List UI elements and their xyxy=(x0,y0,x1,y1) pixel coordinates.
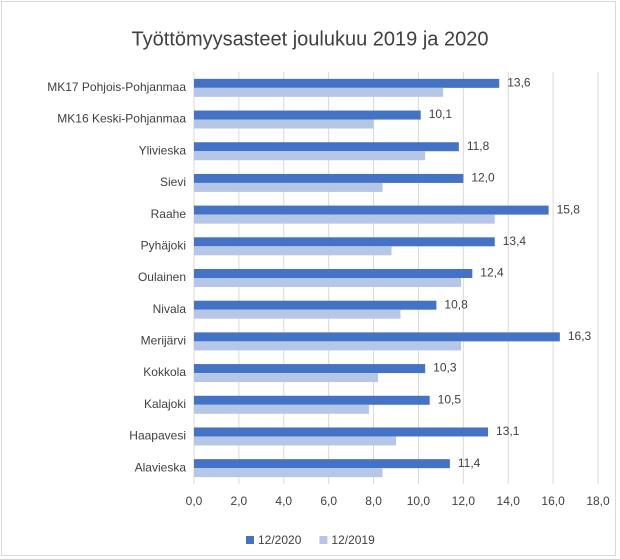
bar xyxy=(194,459,450,469)
bar xyxy=(194,110,421,120)
data-label: 13,1 xyxy=(496,424,520,438)
bar xyxy=(194,119,374,129)
data-label: 12,0 xyxy=(471,171,495,185)
y-tick-label: Pyhäjoki xyxy=(141,238,186,252)
bar xyxy=(194,246,392,256)
bar xyxy=(194,300,437,310)
bar xyxy=(194,373,379,383)
data-label: 13,4 xyxy=(503,234,527,248)
bar xyxy=(194,341,462,351)
bar xyxy=(194,173,464,183)
y-tick-label: MK17 Pohjois-Pohjanmaa xyxy=(47,80,186,94)
legend-swatch xyxy=(246,536,254,544)
bar xyxy=(194,468,383,478)
bar xyxy=(194,78,500,88)
data-label: 11,8 xyxy=(467,139,490,153)
data-label: 13,6 xyxy=(507,76,531,90)
legend-label: 12/2020 xyxy=(258,533,302,547)
bar xyxy=(194,87,444,97)
legend-label: 12/2019 xyxy=(331,533,375,547)
bar xyxy=(194,364,426,374)
y-tick-label: Merijärvi xyxy=(141,334,186,348)
y-tick-label: Oulainen xyxy=(138,270,186,284)
data-label: 10,3 xyxy=(433,361,457,375)
bar xyxy=(194,205,549,215)
data-label: 10,8 xyxy=(444,297,468,311)
x-tick-label: 16,0 xyxy=(541,494,565,508)
bar xyxy=(194,427,489,437)
x-tick-label: 0,0 xyxy=(186,494,203,508)
x-tick-label: 6,0 xyxy=(320,494,337,508)
y-tick-label: Ylivieska xyxy=(139,143,187,157)
bar xyxy=(194,151,426,161)
data-label: 15,8 xyxy=(557,202,581,216)
data-label: 11,4 xyxy=(458,456,481,470)
x-tick-label: 2,0 xyxy=(231,494,248,508)
y-tick-label: MK16 Keski-Pohjanmaa xyxy=(57,112,186,126)
data-label: 12,4 xyxy=(480,266,504,280)
bar xyxy=(194,332,560,342)
bar xyxy=(194,182,383,192)
y-tick-label: Nivala xyxy=(153,302,187,316)
bar xyxy=(194,278,462,287)
x-tick-label: 18,0 xyxy=(586,494,610,508)
y-tick-label: Haapavesi xyxy=(129,429,186,443)
data-label: 16,3 xyxy=(568,329,592,343)
bar xyxy=(194,404,370,414)
y-tick-label: Kokkola xyxy=(143,365,186,379)
x-tick-label: 12,0 xyxy=(452,494,476,508)
x-tick-label: 14,0 xyxy=(497,494,521,508)
bar xyxy=(194,309,401,319)
chart-title: Työttömyysasteet joulukuu 2019 ja 2020 xyxy=(132,28,489,50)
y-tick-label: Raahe xyxy=(151,207,187,221)
y-tick-label: Alavieska xyxy=(135,460,187,474)
x-tick-label: 8,0 xyxy=(365,494,382,508)
bar xyxy=(194,237,495,247)
x-tick-label: 4,0 xyxy=(275,494,292,508)
data-label: 10,5 xyxy=(438,392,462,406)
bar xyxy=(194,436,396,446)
legend-swatch xyxy=(319,536,328,544)
bar xyxy=(194,395,430,405)
y-tick-label: Kalajoki xyxy=(144,397,186,411)
x-tick-label: 10,0 xyxy=(407,494,431,508)
bar xyxy=(194,214,495,224)
bar xyxy=(194,142,459,152)
data-label: 10,1 xyxy=(429,107,453,121)
bar xyxy=(194,269,473,278)
y-tick-label: Sievi xyxy=(160,175,186,189)
